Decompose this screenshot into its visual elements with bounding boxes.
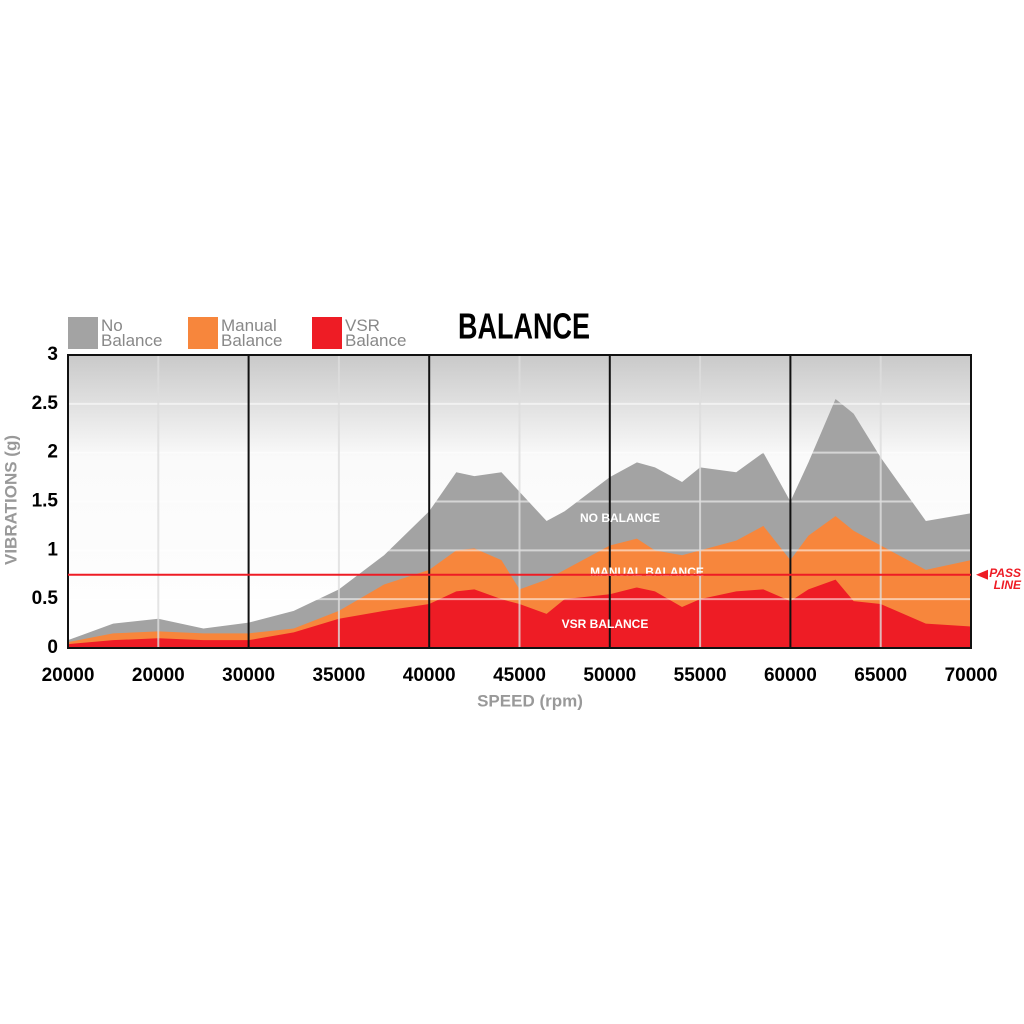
y-tick-label: 1 xyxy=(47,539,58,560)
area-label: NO BALANCE xyxy=(580,511,660,525)
pass-arrow xyxy=(976,569,988,580)
legend-label: No Balance xyxy=(101,316,163,350)
y-axis-label: VIBRATIONS (g) xyxy=(1,435,20,565)
legend-label: VSR Balance xyxy=(345,316,407,350)
x-tick-label: 60000 xyxy=(764,665,817,686)
x-tick-label: 45000 xyxy=(493,665,546,686)
pass-line-label: PASS LINE xyxy=(989,566,1022,592)
x-tick-label: 35000 xyxy=(312,665,365,686)
y-tick-label: 0.5 xyxy=(32,588,59,609)
legend-swatch xyxy=(312,317,342,349)
x-tick-label: 20000 xyxy=(132,665,185,686)
y-tick-label: 1.5 xyxy=(32,491,59,512)
x-tick-label: 50000 xyxy=(583,665,636,686)
legend-label: Manual Balance xyxy=(221,316,283,350)
area-label: VSR BALANCE xyxy=(562,617,649,631)
x-tick-label: 30000 xyxy=(222,665,275,686)
x-tick-label: 40000 xyxy=(403,665,456,686)
plot-frame xyxy=(67,354,972,649)
y-tick-label: 2 xyxy=(47,442,58,463)
area-label: MANUAL BALANCE xyxy=(590,565,704,579)
y-tick-label: 3 xyxy=(47,344,58,365)
x-tick-label: 20000 xyxy=(42,665,95,686)
pass-line-word: PASS xyxy=(989,566,1021,580)
legend-swatch xyxy=(188,317,218,349)
legend-swatch xyxy=(68,317,98,349)
x-tick-label: 65000 xyxy=(854,665,907,686)
y-tick-label: 0 xyxy=(47,637,58,658)
pass-line-word: LINE xyxy=(994,578,1022,592)
x-tick-label: 55000 xyxy=(674,665,727,686)
x-tick-label: 70000 xyxy=(945,665,998,686)
y-tick-label: 2.5 xyxy=(32,393,59,414)
chart-title: BALANCE xyxy=(458,306,590,347)
x-axis-label: SPEED (rpm) xyxy=(477,691,583,710)
